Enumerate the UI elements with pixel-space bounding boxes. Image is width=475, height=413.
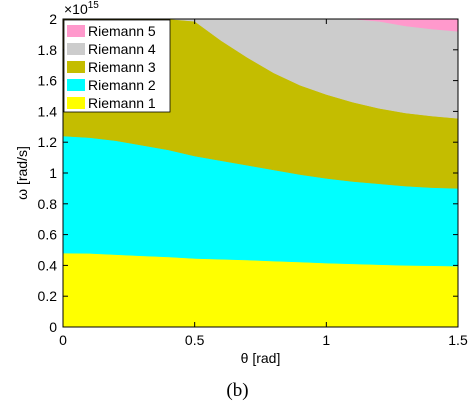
x-tick-label: 0.5 [185,332,205,348]
legend-swatch [67,97,85,109]
y-tick-label: 0.8 [38,196,58,212]
y-tick-label: 0.6 [38,227,58,243]
legend-label: Riemann 2 [88,77,156,93]
exponent-base: ×10 [64,1,88,17]
y-tick-label: 2 [49,11,57,27]
exponent-label: ×1015 [64,0,99,17]
y-tick-label: 0.2 [38,288,58,304]
legend-label: Riemann 1 [88,95,156,111]
y-ticks: 0 0.2 0.4 0.6 0.8 1 1.2 1.4 1.6 1.8 2 [38,11,458,335]
y-tick-label: 1.6 [38,73,58,89]
x-tick-label: 0 [59,332,67,348]
legend-swatch [67,25,85,37]
legend-label: Riemann 3 [88,59,156,75]
chart: 0 0.5 1 1.5 0 0.2 0.4 0.6 0.8 1 1.2 1.4 1.6 1.8 2 ×10… [14,0,468,366]
legend-label: Riemann 4 [88,41,156,57]
y-tick-label: 1.8 [38,42,58,58]
legend: Riemann 5 Riemann 4 Riemann 3 Riemann 2 Riem… [63,19,171,113]
legend-label: Riemann 5 [88,23,156,39]
x-ticks: 0 0.5 1 1.5 [59,19,468,348]
x-tick-label: 1.5 [448,332,468,348]
y-tick-label: 1 [49,165,57,181]
legend-swatch [67,43,85,55]
y-tick-label: 0 [49,319,57,335]
figure-caption: (b) [226,380,249,401]
y-tick-label: 0.4 [38,257,58,273]
legend-swatch [67,61,85,73]
y-axis-label: ω [rad/s] [14,146,30,200]
legend-swatch [67,79,85,91]
x-tick-label: 1 [322,332,330,348]
exponent-power: 15 [88,0,100,11]
y-tick-label: 1.4 [38,103,58,119]
y-tick-label: 1.2 [38,134,58,150]
x-axis-label: θ [rad] [241,350,281,366]
